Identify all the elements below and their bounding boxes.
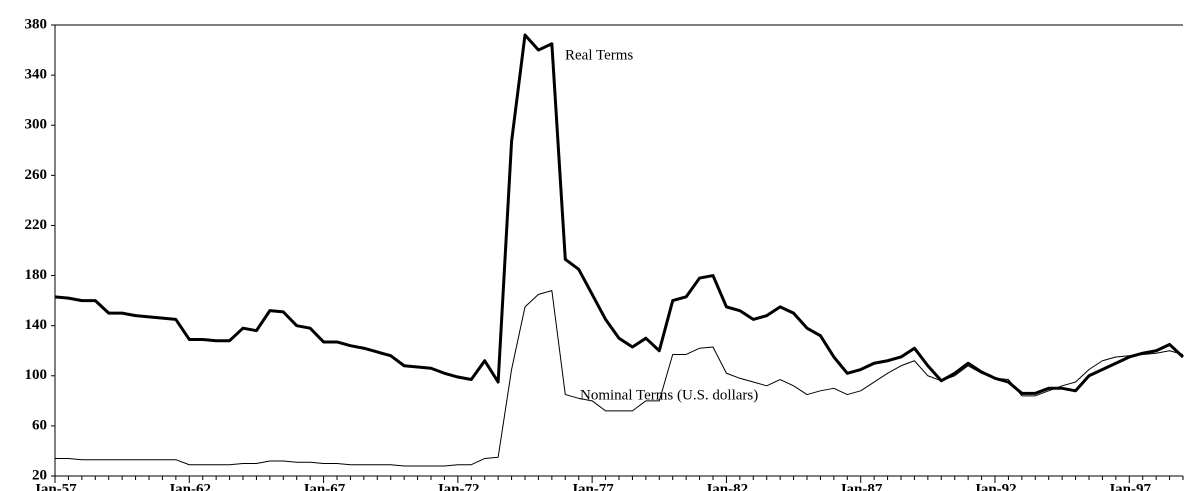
y-tick-label: 100 [25, 367, 48, 383]
y-tick-label: 20 [32, 467, 47, 483]
x-tick-label: Jan-62 [168, 481, 211, 491]
x-tick-label: Jan-67 [302, 481, 346, 491]
line-series [55, 290, 1184, 467]
y-tick-label: 60 [32, 417, 47, 433]
x-tick-label: Jan-57 [33, 481, 77, 491]
line-series [54, 33, 1184, 395]
x-tick-label: Jan-72 [436, 481, 479, 491]
series-label: Nominal Terms (U.S. dollars) [580, 387, 758, 403]
y-tick-label: 340 [25, 67, 48, 83]
y-tick-label: 260 [25, 167, 48, 183]
x-tick-label: Jan-77 [570, 481, 614, 491]
y-tick-label: 300 [25, 117, 48, 133]
x-tick-label: Jan-87 [839, 481, 883, 491]
x-tick-label: Jan-92 [973, 481, 1016, 491]
y-tick-label: 220 [25, 217, 48, 233]
y-tick-label: 180 [25, 267, 48, 283]
series-label: Real Terms [565, 47, 633, 63]
y-tick-label: 380 [25, 16, 48, 32]
y-tick-label: 140 [25, 317, 48, 333]
x-tick-label: Jan-82 [705, 481, 748, 491]
x-tick-label: Jan-97 [1108, 481, 1152, 491]
